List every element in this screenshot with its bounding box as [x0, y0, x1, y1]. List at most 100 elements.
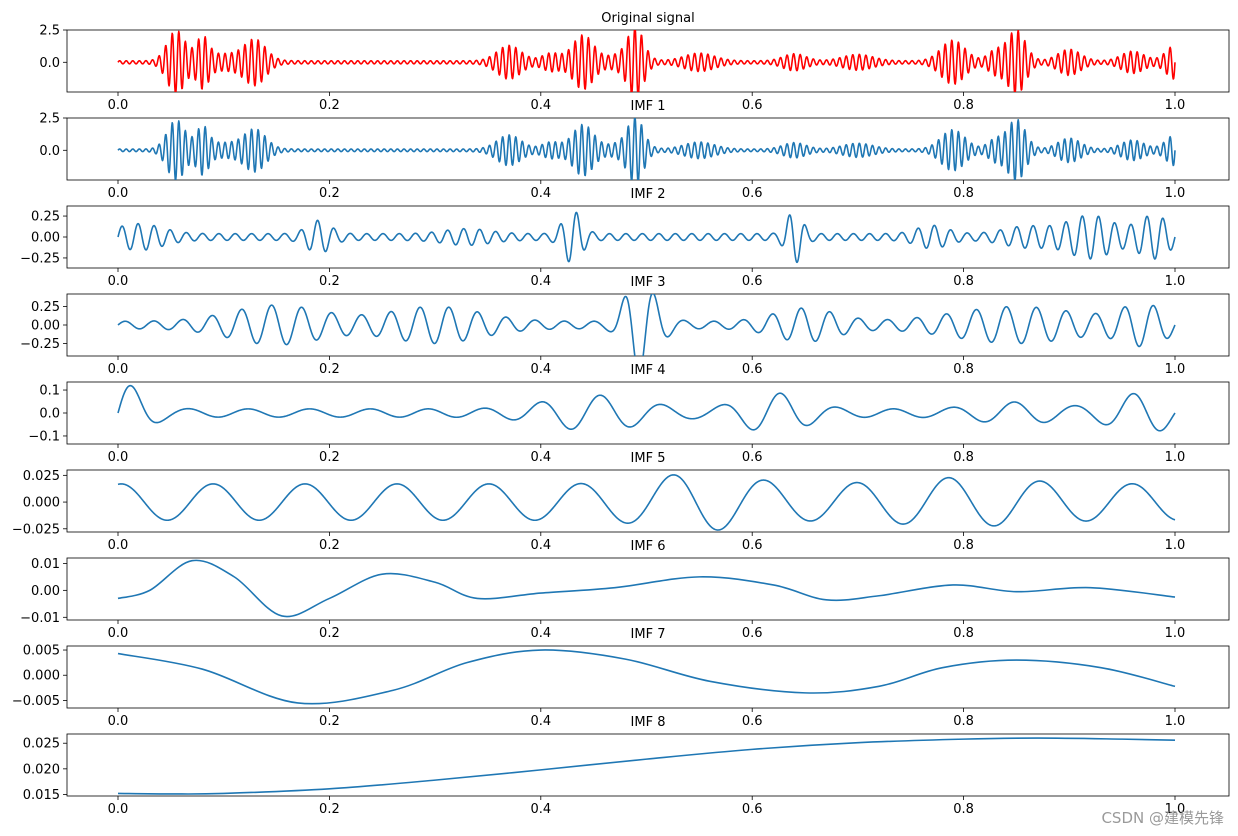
x-tick-label: 0.8: [953, 186, 974, 201]
series-line: [117, 737, 1176, 795]
subplot-title: IMF 1: [631, 99, 666, 114]
x-tick-label: 0.2: [319, 98, 340, 113]
x-tick-label: 0.2: [319, 626, 340, 641]
y-tick-label: 0.000: [23, 669, 60, 684]
x-tick-label: 0.2: [319, 362, 340, 377]
y-tick-label: 0.005: [23, 644, 60, 659]
y-tick-label: −0.005: [12, 694, 60, 709]
x-tick-label: 0.8: [953, 98, 974, 113]
axes-frame: [66, 117, 1230, 181]
x-tick-label: 0.6: [742, 274, 763, 289]
x-tick-label: 1.0: [1165, 186, 1186, 201]
y-tick-label: 0.0: [39, 407, 60, 422]
x-tick-label: 0.4: [530, 802, 551, 817]
y-tick-label: 0.00: [31, 231, 60, 246]
subplot-2: IMF 2 0.0 0.2 0.4 0.6 0.8 1.0 0.25 0.00 −0.25: [20, 187, 1230, 289]
series-line: [117, 559, 1176, 618]
x-tick-label: 0.6: [742, 802, 763, 817]
subplot-title: IMF 5: [631, 451, 666, 466]
x-tick-label: 1.0: [1165, 714, 1186, 729]
series-line: [117, 474, 1176, 531]
subplot-0: Original signal 0.0 0.2 0.4 0.6 0.8 1.0 2.5 0.0: [39, 11, 1230, 113]
subplot-title: IMF 8: [631, 715, 666, 730]
y-tick-label: 0.00: [31, 319, 60, 334]
y-tick-label: 0.020: [23, 762, 60, 777]
subplot-title: IMF 6: [631, 539, 666, 554]
axes-frame: [66, 557, 1230, 621]
axes-frame: [66, 645, 1230, 709]
axes-frame: [66, 381, 1230, 445]
y-tick-label: 0.00: [31, 584, 60, 599]
axes-frame: [66, 205, 1230, 269]
y-tick-label: 0.025: [23, 737, 60, 752]
x-tick-label: 0.0: [108, 98, 129, 113]
x-tick-label: 0.8: [953, 538, 974, 553]
x-tick-label: 0.2: [319, 802, 340, 817]
x-tick-label: 0.4: [530, 538, 551, 553]
x-tick-label: 0.6: [742, 98, 763, 113]
series-line: [117, 384, 1176, 432]
y-tick-label: 2.5: [39, 112, 60, 127]
x-tick-label: 0.0: [108, 538, 129, 553]
x-tick-label: 0.2: [319, 714, 340, 729]
subplot-1: IMF 1 0.0 0.2 0.4 0.6 0.8 1.0 2.5 0.0: [39, 99, 1230, 201]
subplot-5: IMF 5 0.0 0.2 0.4 0.6 0.8 1.0 0.025 0.000 −0.025: [12, 451, 1230, 553]
x-tick-label: 0.4: [530, 274, 551, 289]
x-tick-label: 0.4: [530, 362, 551, 377]
subplot-title: IMF 2: [631, 187, 666, 202]
axes-frame: [66, 469, 1230, 533]
axes-frame: [66, 293, 1230, 357]
y-tick-label: 0.0: [39, 144, 60, 159]
subplot-4: IMF 4 0.0 0.2 0.4 0.6 0.8 1.0 0.1 0.0 −0.1: [28, 363, 1230, 465]
x-tick-label: 0.8: [953, 626, 974, 641]
x-tick-label: 0.0: [108, 714, 129, 729]
x-tick-label: 0.8: [953, 274, 974, 289]
y-tick-label: −0.1: [28, 429, 60, 444]
x-tick-label: 0.6: [742, 186, 763, 201]
series-line: [117, 294, 1176, 356]
series-line: [117, 118, 1176, 180]
x-tick-label: 0.0: [108, 802, 129, 817]
x-tick-label: 0.0: [108, 450, 129, 465]
y-tick-label: 0.025: [23, 469, 60, 484]
y-tick-label: −0.01: [20, 611, 60, 626]
y-tick-label: 0.25: [31, 300, 60, 315]
x-tick-label: 0.0: [108, 274, 129, 289]
subplot-3: IMF 3 0.0 0.2 0.4 0.6 0.8 1.0 0.25 0.00 −0.25: [20, 275, 1230, 377]
y-tick-label: −0.025: [12, 522, 60, 537]
subplot-title: IMF 3: [631, 275, 666, 290]
x-tick-label: 0.4: [530, 626, 551, 641]
axes-frame: [66, 29, 1230, 93]
x-tick-label: 0.6: [742, 450, 763, 465]
x-tick-label: 0.8: [953, 802, 974, 817]
x-tick-label: 0.6: [742, 538, 763, 553]
x-tick-label: 0.0: [108, 186, 129, 201]
x-tick-label: 1.0: [1165, 538, 1186, 553]
x-tick-label: 1.0: [1165, 274, 1186, 289]
x-tick-label: 0.4: [530, 714, 551, 729]
subplot-7: IMF 7 0.0 0.2 0.4 0.6 0.8 1.0 0.005 0.000 −0.005: [12, 627, 1230, 729]
x-tick-label: 0.6: [742, 714, 763, 729]
x-tick-label: 0.2: [319, 274, 340, 289]
x-tick-label: 0.0: [108, 362, 129, 377]
x-tick-label: 0.8: [953, 450, 974, 465]
subplot-8: IMF 8 0.0 0.2 0.4 0.6 0.8 1.0 0.025 0.020 0.015: [23, 715, 1230, 817]
series-line: [117, 649, 1176, 705]
y-tick-label: 0.0: [39, 56, 60, 71]
x-tick-label: 1.0: [1165, 98, 1186, 113]
x-tick-label: 0.4: [530, 186, 551, 201]
watermark-text: CSDN @建模先锋: [1101, 809, 1224, 827]
subplot-title: IMF 7: [631, 627, 666, 642]
subplot-title: Original signal: [601, 11, 694, 26]
x-tick-label: 0.2: [319, 186, 340, 201]
x-tick-label: 0.4: [530, 98, 551, 113]
x-tick-label: 1.0: [1165, 802, 1186, 817]
y-tick-label: 2.5: [39, 24, 60, 39]
x-tick-label: 1.0: [1165, 626, 1186, 641]
x-tick-label: 0.8: [953, 714, 974, 729]
y-tick-label: 0.000: [23, 496, 60, 511]
x-tick-label: 0.6: [742, 362, 763, 377]
x-tick-label: 0.6: [742, 626, 763, 641]
x-tick-label: 1.0: [1165, 450, 1186, 465]
